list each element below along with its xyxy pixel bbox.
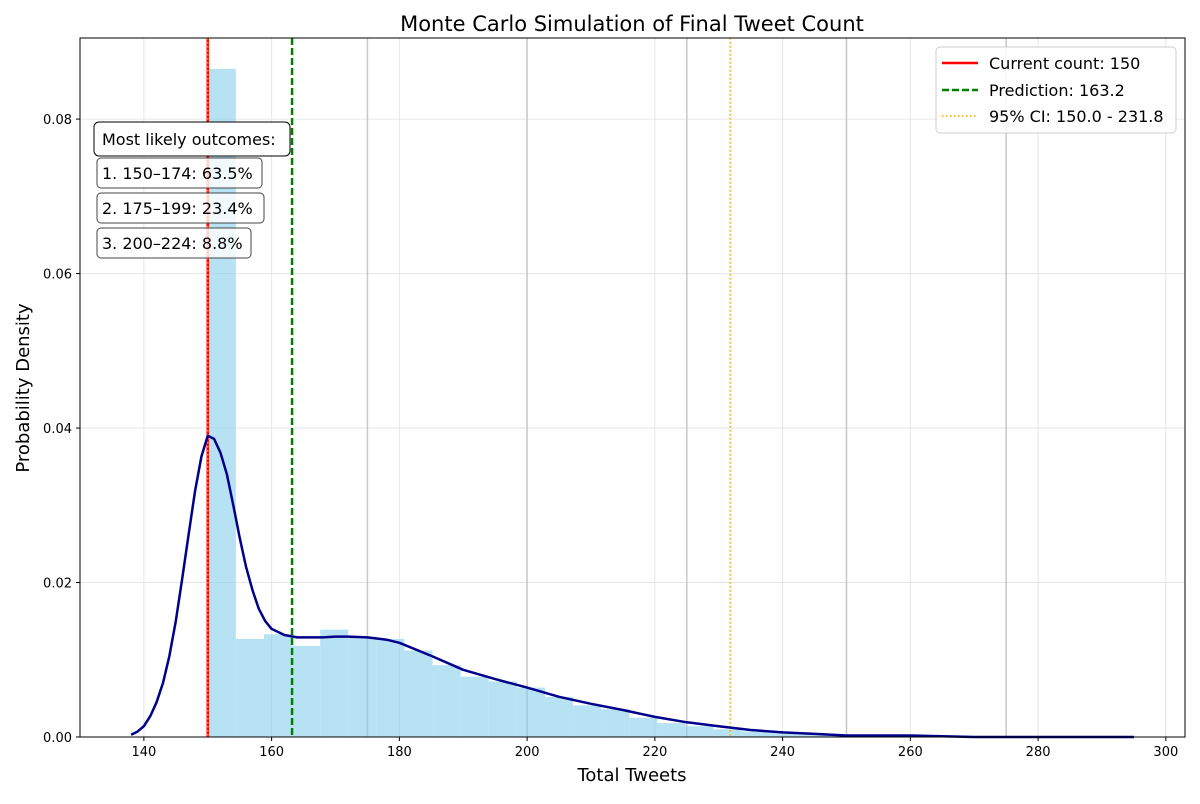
x-tick-label: 280 bbox=[1026, 745, 1051, 760]
histogram-bar bbox=[797, 733, 827, 737]
histogram-bar bbox=[516, 687, 545, 737]
histogram-bar bbox=[769, 733, 798, 737]
x-tick-label: 140 bbox=[131, 745, 156, 760]
y-tick-label: 0.04 bbox=[43, 422, 72, 437]
histogram-bar bbox=[741, 731, 770, 737]
histogram-bar bbox=[488, 681, 517, 737]
histogram-bar bbox=[348, 636, 377, 737]
histogram-bar bbox=[657, 723, 686, 737]
y-tick-label: 0.02 bbox=[43, 577, 72, 592]
annotation-item-3-frame bbox=[96, 227, 252, 259]
outcome-annotations: Most likely outcomes: 1. 150–174: 63.5% … bbox=[93, 121, 291, 259]
vertical-guides bbox=[366, 38, 1007, 737]
x-tick-label: 240 bbox=[770, 745, 795, 760]
histogram-bar bbox=[263, 634, 293, 737]
histogram-bar bbox=[685, 726, 714, 737]
x-tick-label: 220 bbox=[642, 745, 667, 760]
legend-label-prediction: Prediction: 163.2 bbox=[989, 81, 1125, 100]
annotation-item-2-box: 2. 175–199: 23.4% bbox=[96, 192, 265, 224]
x-tick-label: 160 bbox=[259, 745, 284, 760]
histogram-bar bbox=[544, 696, 574, 737]
annotation-item-1: 1. 150–174: 63.5% bbox=[102, 164, 253, 183]
histogram-bar bbox=[629, 717, 658, 737]
annotation-item-1-frame bbox=[96, 157, 263, 189]
histogram-bar bbox=[573, 705, 602, 737]
histogram-bar bbox=[235, 638, 264, 737]
annotation-header-frame bbox=[93, 121, 291, 157]
histogram-bar bbox=[404, 650, 433, 737]
x-axis-label: Total Tweets bbox=[576, 765, 686, 786]
annotation-item-2: 2. 175–199: 23.4% bbox=[102, 199, 253, 218]
histogram-bar bbox=[376, 638, 405, 737]
x-tick-label: 200 bbox=[515, 745, 540, 760]
x-tick-label: 260 bbox=[898, 745, 923, 760]
y-tick-label: 0.06 bbox=[43, 268, 72, 283]
histogram-bar bbox=[601, 709, 630, 737]
histogram-bar bbox=[292, 645, 321, 737]
chart-title: Monte Carlo Simulation of Final Tweet Co… bbox=[400, 12, 864, 36]
legend-frame bbox=[935, 46, 1177, 134]
y-axis-label: Probability Density bbox=[13, 303, 34, 473]
annotation-item-2-frame bbox=[96, 192, 265, 224]
annotation-header: Most likely outcomes: bbox=[102, 130, 276, 149]
annotation-item-3-box: 3. 200–224: 8.8% bbox=[96, 227, 252, 259]
histogram-bar bbox=[713, 729, 742, 737]
histogram-bar bbox=[460, 676, 489, 737]
kde-layer bbox=[130, 434, 1134, 739]
annotation-item-1-box: 1. 150–174: 63.5% bbox=[96, 157, 263, 189]
annotation-header-box: Most likely outcomes: bbox=[93, 121, 291, 157]
histogram-bar bbox=[432, 665, 461, 737]
x-tick-label: 180 bbox=[387, 745, 412, 760]
annotation-item-3: 3. 200–224: 8.8% bbox=[102, 234, 243, 253]
histogram-bar bbox=[320, 629, 349, 737]
legend: Current count: 150 Prediction: 163.2 95%… bbox=[935, 46, 1177, 134]
y-tick-label: 0.08 bbox=[43, 113, 72, 128]
legend-label-current: Current count: 150 bbox=[989, 54, 1140, 73]
axes-frame bbox=[79, 37, 1186, 738]
legend-label-ci: 95% CI: 150.0 - 231.8 bbox=[989, 107, 1164, 126]
x-tick-label: 300 bbox=[1153, 745, 1178, 760]
axis-ticks: 140 160 180 200 220 240 260 280 300 0.00 0.02 0.04 0… bbox=[43, 113, 1178, 760]
kde-curve bbox=[130, 434, 1134, 739]
y-tick-label: 0.00 bbox=[43, 731, 72, 746]
